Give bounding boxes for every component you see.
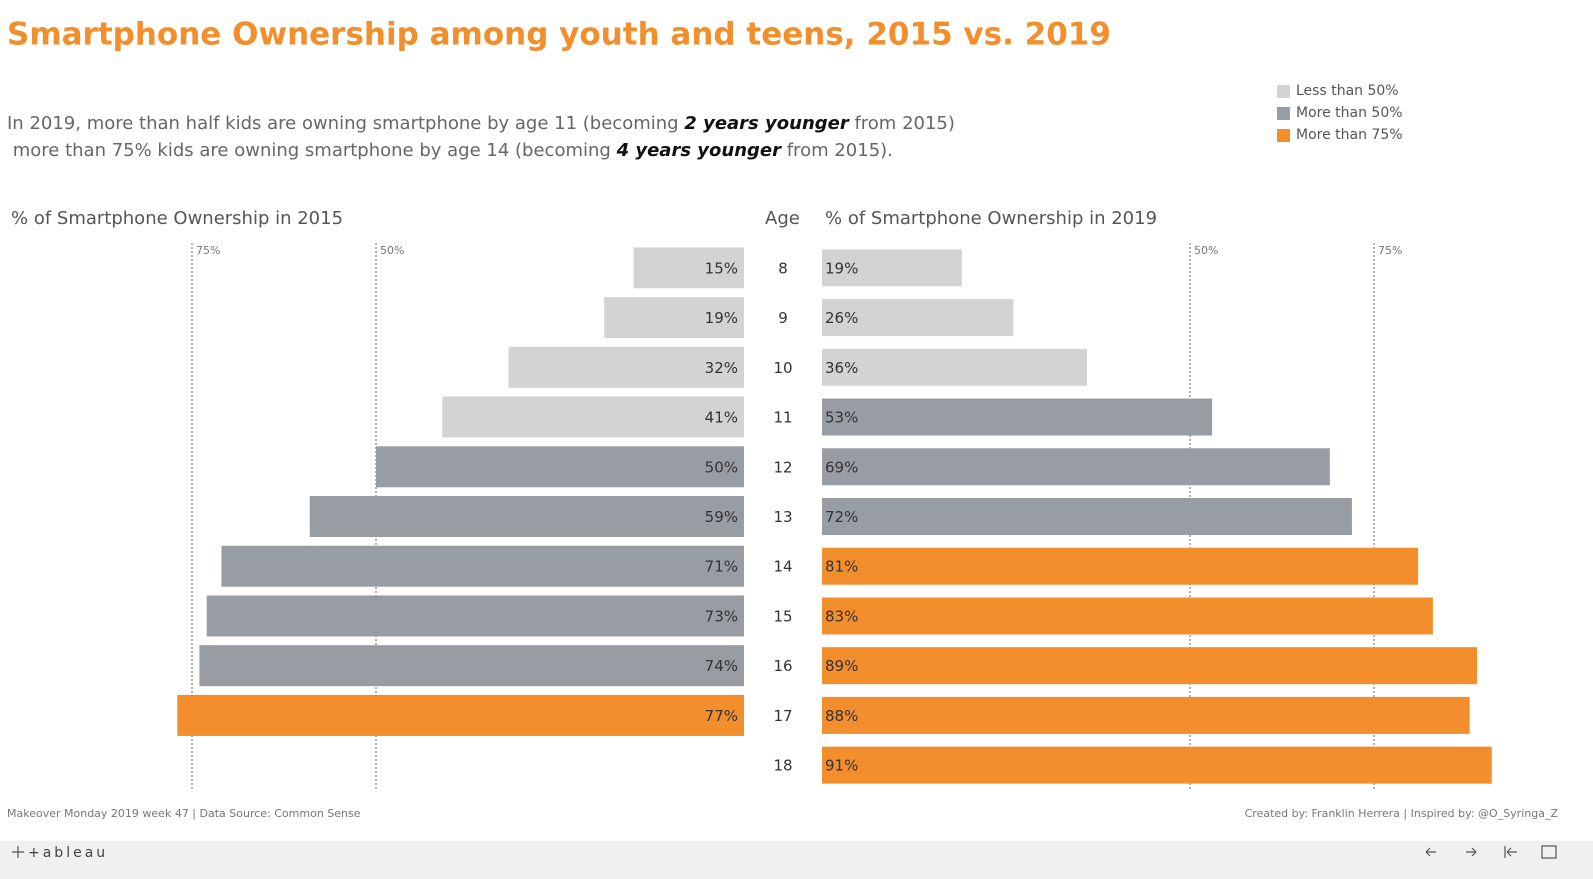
bar bbox=[822, 299, 1014, 337]
fullscreen-icon[interactable] bbox=[1541, 845, 1557, 859]
value-label: 69% bbox=[825, 458, 858, 476]
bar bbox=[442, 396, 744, 438]
subtitle-line: more than 75% kids are owning smartphone… bbox=[7, 137, 955, 164]
category-label: 14 bbox=[773, 558, 792, 576]
category-label: 13 bbox=[773, 508, 792, 526]
bar bbox=[822, 448, 1330, 486]
value-label: 26% bbox=[825, 309, 858, 327]
legend-swatch bbox=[1277, 129, 1290, 142]
logo-mark bbox=[12, 846, 24, 858]
title: Smartphone Ownership among youth and tee… bbox=[7, 17, 1111, 53]
subtitle-emphasis: 4 years younger bbox=[616, 140, 781, 161]
category-label: 11 bbox=[773, 409, 792, 427]
toolbar bbox=[0, 841, 1593, 879]
subtitle-emphasis: 2 years younger bbox=[684, 113, 849, 134]
value-label: 83% bbox=[825, 607, 858, 625]
bar bbox=[822, 696, 1470, 734]
subtitle-text: from 2015). bbox=[781, 140, 893, 161]
bar bbox=[822, 746, 1492, 784]
value-label: 19% bbox=[705, 309, 738, 327]
x-tick-label: 50% bbox=[380, 244, 404, 257]
legend-label: Less than 50% bbox=[1296, 83, 1399, 99]
legend-label: More than 50% bbox=[1296, 105, 1403, 121]
value-label: 72% bbox=[825, 508, 858, 526]
subtitle: In 2019, more than half kids are owning … bbox=[7, 110, 955, 164]
undo-icon[interactable] bbox=[1425, 847, 1436, 857]
value-label: 73% bbox=[705, 607, 738, 625]
legend-swatch bbox=[1277, 85, 1290, 98]
category-label: 9 bbox=[778, 309, 788, 327]
chart-title: % of Smartphone Ownership in 2019 bbox=[825, 208, 1157, 229]
bar bbox=[822, 249, 962, 287]
bar bbox=[508, 346, 744, 388]
value-label: 71% bbox=[705, 558, 738, 576]
footer-left: Makeover Monday 2019 week 47 | Data Sour… bbox=[7, 807, 361, 820]
value-label: 41% bbox=[705, 409, 738, 427]
value-label: 81% bbox=[825, 558, 858, 576]
subtitle-text: In 2019, more than half kids are owning … bbox=[7, 113, 685, 134]
redo-icon[interactable] bbox=[1466, 847, 1477, 857]
bar bbox=[822, 547, 1419, 585]
chart-title: % of Smartphone Ownership in 2015 bbox=[11, 208, 343, 229]
category-label: 18 bbox=[773, 757, 792, 775]
bar bbox=[177, 694, 744, 736]
bar bbox=[604, 297, 744, 339]
value-label: 32% bbox=[705, 359, 738, 377]
footer-right: Created by: Franklin Herrera | Inspired … bbox=[1245, 807, 1559, 820]
x-tick-label: 75% bbox=[196, 244, 220, 257]
bar bbox=[221, 545, 744, 587]
subtitle-text: more than 75% kids are owning smartphone… bbox=[7, 140, 617, 161]
category-label: 16 bbox=[773, 657, 792, 675]
value-label: 50% bbox=[705, 458, 738, 476]
category-label: 12 bbox=[773, 458, 792, 476]
tableau-logo: +ableau bbox=[28, 845, 108, 861]
bar bbox=[206, 595, 745, 637]
category-label: 15 bbox=[773, 607, 792, 625]
value-label: 74% bbox=[705, 657, 738, 675]
bar bbox=[376, 446, 744, 488]
bar bbox=[822, 348, 1087, 386]
bar bbox=[199, 645, 745, 687]
x-tick-label: 75% bbox=[1378, 244, 1402, 257]
bar bbox=[822, 398, 1213, 436]
value-label: 53% bbox=[825, 409, 858, 427]
subtitle-text: from 2015) bbox=[848, 113, 955, 134]
toolbar-icons bbox=[12, 845, 1557, 859]
value-label: 89% bbox=[825, 657, 858, 675]
bar bbox=[822, 647, 1478, 685]
category-label: 8 bbox=[778, 259, 788, 277]
bar bbox=[822, 498, 1352, 535]
category-label: 17 bbox=[773, 707, 792, 725]
legend-label: More than 75% bbox=[1296, 127, 1403, 143]
value-label: 88% bbox=[825, 707, 858, 725]
x-tick-label: 50% bbox=[1194, 244, 1218, 257]
value-label: 59% bbox=[705, 508, 738, 526]
value-label: 91% bbox=[825, 757, 858, 775]
value-label: 77% bbox=[705, 707, 738, 725]
category-label: 10 bbox=[773, 359, 792, 377]
legend-swatch bbox=[1277, 107, 1290, 120]
value-label: 15% bbox=[705, 259, 738, 277]
bar bbox=[309, 496, 744, 537]
revert-icon[interactable] bbox=[1504, 846, 1517, 858]
value-label: 19% bbox=[825, 259, 858, 277]
subtitle-line: In 2019, more than half kids are owning … bbox=[7, 110, 955, 137]
value-label: 36% bbox=[825, 359, 858, 377]
category-header: Age bbox=[765, 208, 800, 229]
bar bbox=[633, 247, 744, 289]
bar bbox=[822, 597, 1433, 635]
